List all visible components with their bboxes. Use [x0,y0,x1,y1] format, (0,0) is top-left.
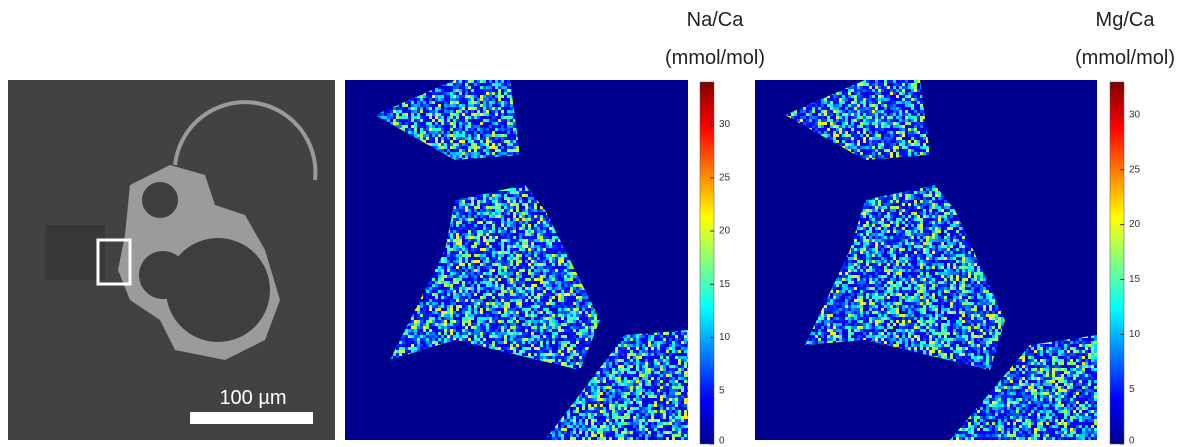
colorbar-tick-label: 25 [719,172,731,183]
colorbar-tick-label: 30 [719,119,731,130]
colorbar-tick-label: 15 [719,279,731,290]
colorbar-tick-label: 10 [1129,329,1141,340]
colorbar-tick-label: 20 [1129,219,1141,230]
colorbar-tick-label: 25 [1129,164,1141,175]
colorbar-tick-label: 15 [1129,274,1141,285]
colorbar-tick-label: 5 [1129,384,1135,395]
colorbar-tick-label: 0 [1129,436,1135,447]
colorbar-tick-label: 30 [1129,110,1141,121]
colorbar-title: Mg/Ca [1096,9,1156,31]
colorbar-tick-label: 20 [719,226,731,237]
colorbar-title: Na/Ca [687,9,745,31]
colorbar-tick-label: 0 [719,436,725,447]
scale-bar-label: 100 µm [219,387,286,409]
colorbar-tick-label: 10 [719,332,731,343]
colorbar-unit: (mmol/mol) [1075,47,1175,69]
sem-image: 100 µm [8,80,335,440]
colorbar [1109,81,1125,445]
colorbar [699,81,715,445]
colorbar-tick-label: 5 [719,385,725,396]
colorbar-unit: (mmol/mol) [665,47,765,69]
